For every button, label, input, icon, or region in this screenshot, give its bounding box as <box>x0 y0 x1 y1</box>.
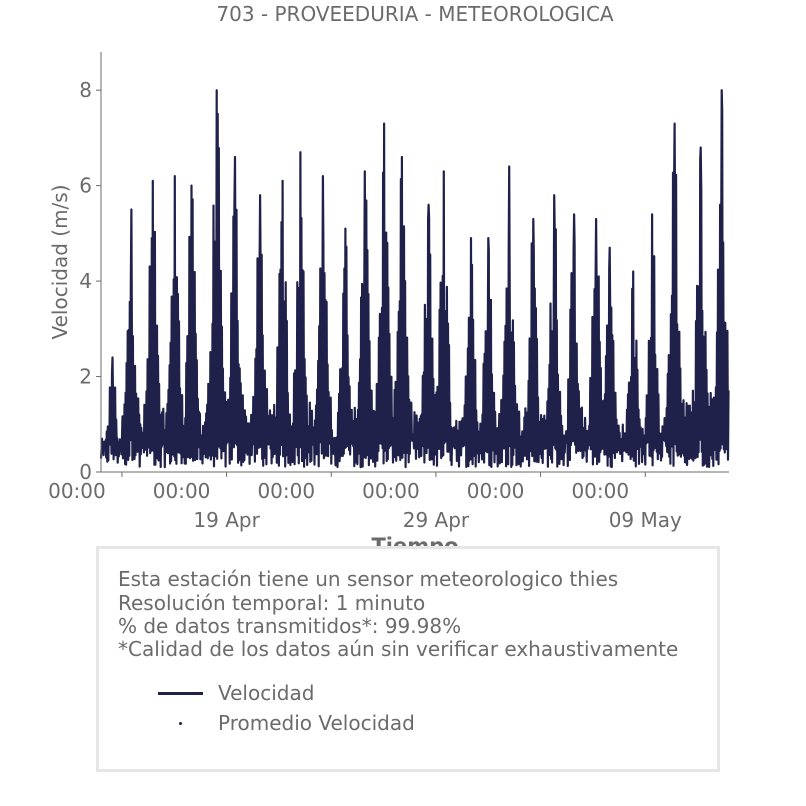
series-promedio-point <box>445 399 448 402</box>
x-tick-date-label: 09 May <box>609 508 682 532</box>
series-promedio-point <box>277 399 281 402</box>
x-tick-time-label: 00:00 <box>48 479 106 503</box>
series-promedio-point <box>193 399 197 402</box>
series-promedio-point <box>319 399 323 402</box>
plot-area <box>99 89 730 469</box>
y-axis-label: Velocidad (m/s) <box>48 184 72 339</box>
x-tick-date-label: 19 Apr <box>193 508 260 532</box>
chart-title: 703 - PROVEEDURIA - METEOROLOGICA <box>216 2 614 26</box>
series-promedio-point <box>696 399 699 402</box>
series-promedio-point <box>361 399 364 402</box>
y-tick-label: 2 <box>79 365 92 389</box>
info-transmitted-text: % de datos transmitidos*: 99.98% <box>118 614 462 638</box>
info-legend-box: Esta estación tiene un sensor meteorolog… <box>96 546 720 772</box>
y-tick-label: 6 <box>79 174 92 198</box>
x-tick-time-label: 00:00 <box>467 479 525 503</box>
series-promedio-point <box>110 399 113 402</box>
x-tick-time-label: 00:00 <box>153 479 211 503</box>
y-tick-label: 8 <box>79 78 92 102</box>
axes <box>100 52 729 473</box>
y-tick-label: 4 <box>79 269 92 293</box>
series-promedio-point <box>570 399 574 402</box>
legend-label-promedio: Promedio Velocidad <box>218 711 415 735</box>
info-resolution-text: Resolución temporal: 1 minuto <box>118 591 426 615</box>
x-tick-time-label: 00:00 <box>257 479 315 503</box>
series-promedio-point <box>654 399 658 402</box>
legend-line-marker <box>158 692 203 695</box>
y-ticks: 0 2 4 6 8 <box>79 78 101 484</box>
x-tick-time-label: 00:00 <box>571 479 629 503</box>
info-quality-text: *Calidad de los datos aún sin verificar … <box>118 637 679 661</box>
series-promedio-point <box>486 399 490 402</box>
x-tick-date-label: 29 Apr <box>403 508 470 532</box>
y-tick-label: 0 <box>79 460 92 484</box>
series-promedio-point <box>152 399 155 402</box>
x-ticks: 00:00 00:00 19 Apr 00:00 00:00 29 Apr 00:00 00:… <box>48 472 682 532</box>
legend-label-velocidad: Velocidad <box>218 681 315 705</box>
legend-dot-marker <box>179 722 182 725</box>
series-velocidad-line <box>99 89 730 469</box>
series-promedio-point <box>235 399 239 402</box>
series-promedio-point <box>612 399 616 402</box>
series-promedio-point <box>403 399 406 402</box>
info-sensor-text: Esta estación tiene un sensor meteorolog… <box>118 567 619 591</box>
series-promedio-point <box>528 399 532 402</box>
x-tick-time-label: 00:00 <box>362 479 420 503</box>
